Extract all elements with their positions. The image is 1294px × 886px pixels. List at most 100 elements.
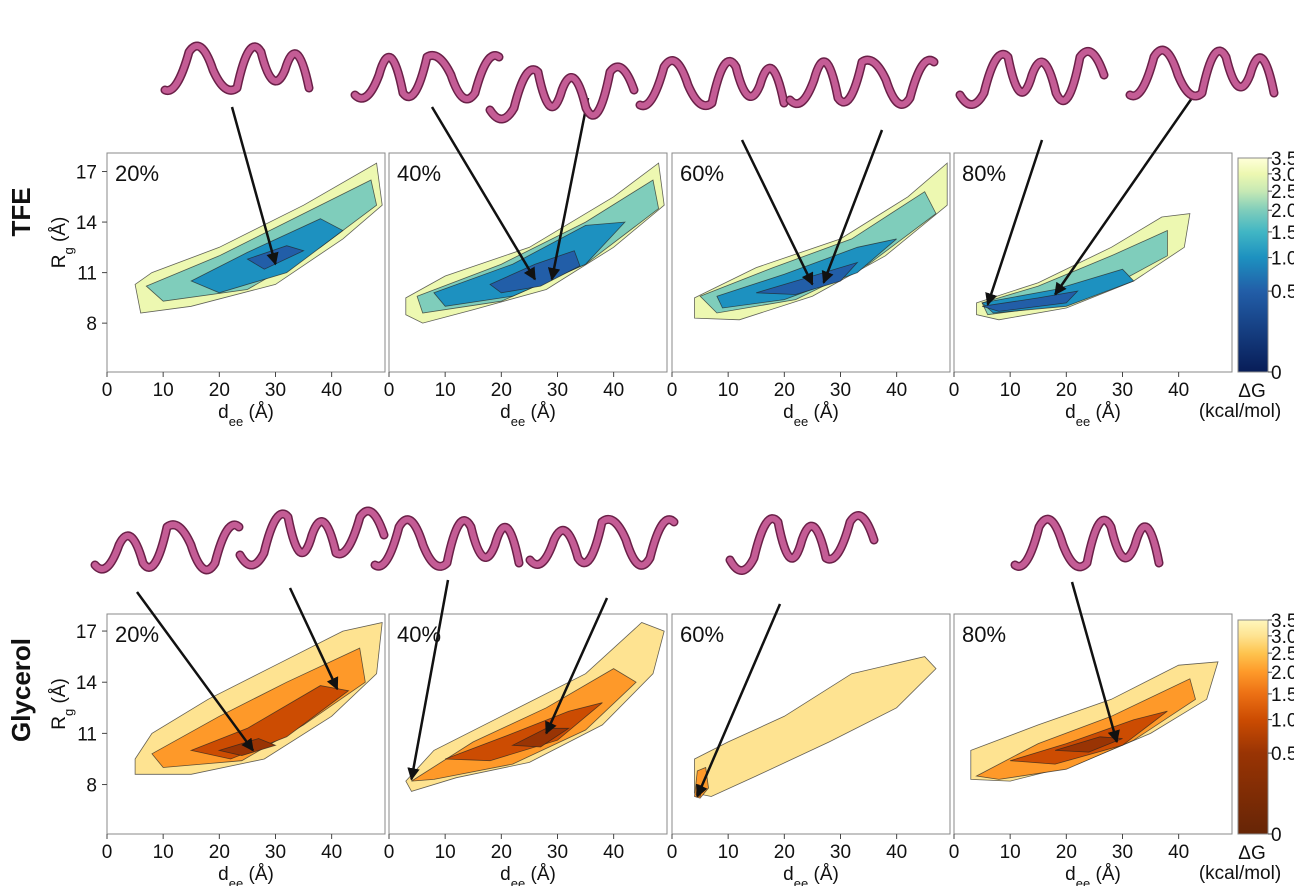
x-tick-label: 10	[435, 380, 456, 401]
x-axis-label: dee (Å)	[218, 864, 274, 886]
x-tick-label: 0	[667, 842, 678, 863]
colorbar	[1238, 620, 1268, 834]
x-tick-label: 0	[102, 380, 113, 401]
x-label-part: d	[783, 402, 794, 423]
row-label: Glycerol	[6, 638, 36, 742]
colorbar-tick-label: 0	[1271, 363, 1282, 384]
x-tick-label: 0	[384, 380, 395, 401]
x-axis-label: dee (Å)	[783, 402, 839, 429]
panel-label: 20%	[115, 161, 159, 186]
cartoon-ribbon	[1130, 50, 1274, 96]
x-tick-label: 20	[774, 842, 795, 863]
cartoon-ribbon	[165, 46, 309, 91]
colorbar-tick-label: 0	[1271, 825, 1282, 846]
x-label-part: ee	[511, 414, 525, 429]
y-tick-label: 11	[77, 264, 97, 285]
x-label-part: d	[500, 864, 511, 885]
x-axis-label: dee (Å)	[218, 402, 274, 429]
colorbar-tick-label: 0.5	[1271, 744, 1294, 765]
x-tick-label: 10	[718, 380, 739, 401]
protein-cartoons	[95, 46, 1274, 571]
panel-label: 40%	[397, 622, 441, 647]
cartoon-ribbon	[95, 525, 239, 570]
x-axis-label: dee (Å)	[500, 864, 556, 886]
figure: TFE Glycerol 20%010203040dee (Å)8111417R…	[0, 0, 1294, 886]
cartoon-ribbon	[640, 61, 784, 106]
x-axis-label: dee (Å)	[1065, 864, 1121, 886]
y-axis-label: Rg (Å)	[49, 678, 76, 730]
colorbar-tick-label: 2.0	[1271, 663, 1294, 684]
x-label-part: d	[783, 864, 794, 885]
x-tick-label: 10	[1000, 380, 1021, 401]
colorbar-tick-label: 1.5	[1271, 223, 1294, 244]
x-tick-label: 30	[830, 842, 851, 863]
contour-region	[695, 657, 937, 797]
x-axis-label: dee (Å)	[1065, 402, 1121, 429]
x-axis-label: dee (Å)	[783, 864, 839, 886]
x-label-part: ee	[1076, 414, 1090, 429]
heatmap	[695, 657, 937, 799]
x-axis-label: dee (Å)	[500, 402, 556, 429]
panel-label: 80%	[962, 622, 1006, 647]
cartoon-ribbon	[960, 51, 1104, 104]
x-label-part: (Å)	[243, 402, 274, 423]
cartoon-ribbon	[730, 516, 874, 571]
x-tick-label: 0	[667, 380, 678, 401]
colorbar-tick-label: 0.5	[1271, 282, 1294, 303]
x-tick-label: 40	[1168, 842, 1189, 863]
x-tick-label: 30	[547, 842, 568, 863]
row-label: TFE	[6, 187, 36, 236]
x-tick-label: 0	[949, 842, 960, 863]
y-tick-label: 8	[86, 314, 97, 335]
x-tick-label: 10	[1000, 842, 1021, 863]
colorbar-label: (kcal/mol)	[1199, 863, 1281, 884]
contour-region	[977, 679, 1196, 780]
panel-label: 60%	[680, 622, 724, 647]
colorbar-label: ΔG	[1238, 381, 1265, 402]
x-tick-label: 20	[491, 380, 512, 401]
x-tick-label: 10	[435, 842, 456, 863]
x-tick-label: 40	[1168, 380, 1189, 401]
x-tick-label: 40	[603, 842, 624, 863]
colorbar-tick-label: 1.0	[1271, 249, 1294, 270]
x-tick-label: 10	[718, 842, 739, 863]
y-label-part: (Å)	[49, 217, 70, 248]
colorbar-label: ΔG	[1238, 843, 1265, 864]
colorbar-tick-label: 3.5	[1271, 611, 1294, 632]
cartoon-ribbon	[355, 55, 499, 99]
x-tick-label: 20	[774, 380, 795, 401]
x-label-part: (Å)	[1090, 402, 1121, 423]
x-tick-label: 30	[547, 380, 568, 401]
x-label-part: d	[1065, 864, 1076, 885]
panel-label: 40%	[397, 161, 441, 186]
y-label-part: g	[61, 709, 76, 716]
x-label-part: d	[500, 402, 511, 423]
x-tick-label: 20	[209, 380, 230, 401]
x-tick-label: 20	[1056, 842, 1077, 863]
y-label-part: R	[49, 716, 70, 730]
y-axis-label: Rg (Å)	[49, 217, 76, 269]
heatmap	[971, 662, 1218, 781]
panel-label: 80%	[962, 161, 1006, 186]
cartoon-ribbon	[240, 511, 384, 565]
x-tick-label: 20	[1056, 380, 1077, 401]
x-tick-label: 20	[491, 842, 512, 863]
heatmap	[135, 163, 382, 313]
colorbar-tick-label: 2.0	[1271, 201, 1294, 222]
y-label-part: R	[49, 255, 70, 269]
x-tick-label: 10	[153, 842, 174, 863]
cartoon-ribbon	[530, 519, 674, 565]
colorbar	[1238, 158, 1268, 372]
x-tick-label: 40	[886, 380, 907, 401]
panel-label: 60%	[680, 161, 724, 186]
colorbar-tick-label: 1.5	[1271, 685, 1294, 706]
x-label-part: ee	[229, 414, 243, 429]
y-tick-label: 14	[76, 213, 98, 234]
x-label-part: (Å)	[243, 864, 274, 885]
x-tick-label: 40	[886, 842, 907, 863]
x-label-part: (Å)	[525, 864, 556, 885]
x-label-part: ee	[794, 414, 808, 429]
y-tick-label: 17	[76, 163, 97, 184]
colorbar-tick-label: 3.5	[1271, 149, 1294, 170]
x-tick-label: 30	[265, 380, 286, 401]
